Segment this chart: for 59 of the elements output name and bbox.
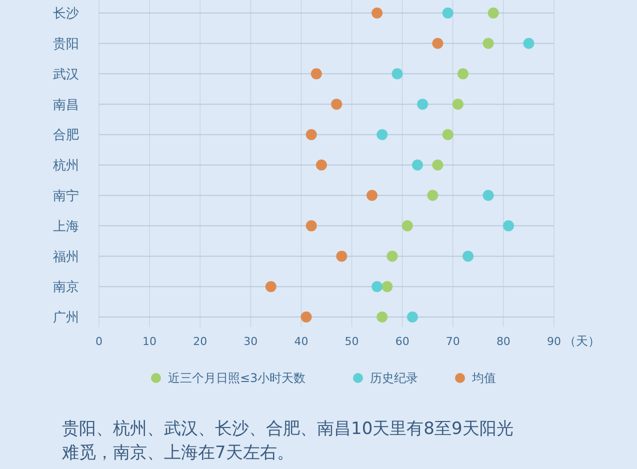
point [523, 38, 534, 49]
x-axis-title: （天） [564, 334, 600, 348]
point [265, 281, 276, 292]
point [412, 160, 423, 170]
point [372, 281, 383, 292]
point [406, 312, 418, 322]
point [386, 250, 398, 262]
x-tick-label: 60 [395, 334, 410, 348]
y-tick-label: 贵阳 [53, 36, 79, 52]
point [452, 98, 464, 110]
x-tick-label: 10 [142, 334, 157, 348]
x-tick-label: 0 [96, 334, 102, 348]
legend-label: 近三个月日照≤3小时天数 [168, 371, 306, 386]
legend-label: 历史纪录 [370, 371, 418, 386]
point [432, 160, 444, 170]
text: 贵阳、杭州、武汉、长沙、合肥、南昌10天里有8至9天阳光难觅，南京、上海在7天左右。 [61, 418, 514, 463]
point [331, 98, 342, 110]
y-tick-label: 长沙 [53, 6, 79, 22]
point [458, 68, 468, 80]
point [427, 190, 438, 201]
y-tick-label: 合肥 [53, 128, 79, 144]
point [376, 312, 388, 322]
point [382, 281, 393, 292]
x-tick-label: 80 [496, 334, 510, 348]
x-tick-label: 40 [294, 334, 308, 348]
legend-label: 均值 [471, 371, 496, 386]
point [482, 190, 494, 201]
y-tick-label: 广州 [53, 310, 79, 326]
point [336, 250, 348, 262]
y-tick-label: 南京 [53, 280, 79, 296]
point [503, 220, 514, 232]
y-tick-label: 南昌 [53, 98, 79, 113]
point [402, 220, 413, 232]
point [417, 98, 428, 110]
x-tick-label: 20 [193, 334, 208, 348]
point [488, 8, 499, 18]
point [310, 68, 322, 80]
y-tick-label: 上海 [53, 219, 79, 234]
y-tick-label: 南宁 [53, 188, 79, 204]
point [316, 160, 327, 170]
point [376, 129, 388, 140]
y-tick-label: 武汉 [53, 67, 79, 82]
point [432, 38, 444, 49]
point [366, 190, 378, 201]
point [372, 8, 383, 18]
point [306, 220, 317, 232]
point [300, 312, 312, 322]
y-tick-label: 杭州 [52, 158, 79, 174]
point [482, 38, 494, 49]
point [306, 129, 317, 140]
point [392, 68, 403, 80]
x-tick-label: 70 [446, 334, 460, 348]
point [462, 250, 474, 262]
y-tick-label: 福州 [53, 250, 79, 265]
point [442, 8, 454, 18]
point [442, 129, 454, 140]
x-tick-label: 30 [244, 334, 258, 348]
x-tick-label: 50 [344, 334, 359, 348]
x-tick-label: 90 [547, 334, 561, 348]
